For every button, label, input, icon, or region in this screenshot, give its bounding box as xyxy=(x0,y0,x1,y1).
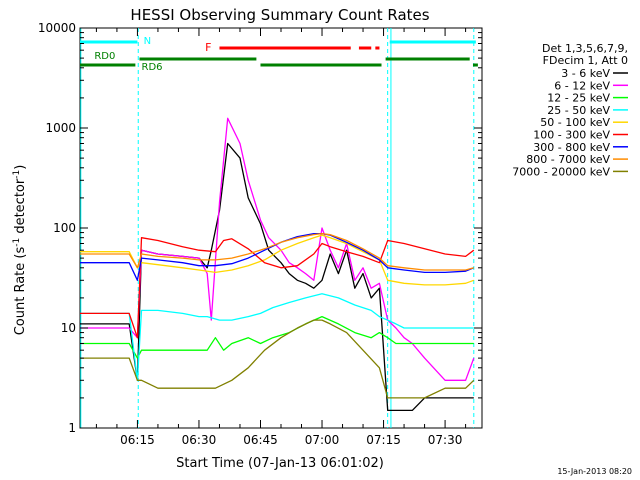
series-line-1 xyxy=(80,117,475,381)
plot-border xyxy=(79,27,483,429)
legend-entry-label: 100 - 300 keV xyxy=(533,129,610,142)
series-line-4 xyxy=(80,234,475,286)
x-tick-label: 07:15 xyxy=(366,433,401,447)
x-tick-label: 06:45 xyxy=(243,433,278,447)
y-tick-label: 1000 xyxy=(45,121,76,135)
night-label: N xyxy=(144,36,151,47)
legend-entry-label: 25 - 50 keV xyxy=(547,104,610,117)
legend-header-line: Det 1,3,5,6,7,9, xyxy=(542,42,628,55)
series-line-8 xyxy=(80,319,475,399)
legend-entry-label: 50 - 100 keV xyxy=(540,116,610,129)
y-tick-label: 10000 xyxy=(38,21,76,35)
legend-entry-label: 12 - 25 keV xyxy=(547,92,610,105)
axes: 1 10 100 1000 10000 06:15 06:30 06:45 07:00 07:15… xyxy=(38,21,482,447)
rd6-label: RD6 xyxy=(142,62,163,73)
legend-entry-label: 300 - 800 keV xyxy=(533,141,610,154)
series-line-5 xyxy=(80,237,475,339)
legend-entry-label: 800 - 7000 keV xyxy=(526,153,610,166)
legend-entry-label: 6 - 12 keV xyxy=(554,79,610,92)
time-interval-bars: N F RD0 RD6 xyxy=(80,28,478,428)
legend-entry-label: 3 - 6 keV xyxy=(561,67,610,80)
series-line-7 xyxy=(80,232,474,271)
y-tick-label: 10 xyxy=(61,321,76,335)
footer-date: 15-Jan-2013 08:20 xyxy=(557,467,632,476)
series-line-2 xyxy=(80,315,474,359)
rd0-label: RD0 xyxy=(94,51,115,62)
y-tick-label: 1 xyxy=(68,421,76,435)
series-line-6 xyxy=(80,232,475,281)
x-tick-label: 07:30 xyxy=(428,433,463,447)
x-tick-label: 07:00 xyxy=(305,433,340,447)
y-axis-label: Count Rate (s-1 detector-1) xyxy=(12,165,28,336)
x-axis-label: Start Time (07-Jan-13 06:01:02) xyxy=(176,456,384,471)
legend-header-line: FDecim 1, Att 0 xyxy=(543,54,628,67)
x-tick-label: 06:15 xyxy=(120,433,155,447)
legend-entry-label: 7000 - 20000 keV xyxy=(512,165,610,178)
series-line-3 xyxy=(80,293,474,381)
chart-title: HESSI Observing Summary Count Rates xyxy=(130,6,429,24)
flare-label: F xyxy=(205,41,211,54)
y-tick-label: 100 xyxy=(53,221,76,235)
series-lines xyxy=(80,117,475,412)
series-line-0 xyxy=(80,142,474,412)
legend: Det 1,3,5,6,7,9,FDecim 1, Att 03 - 6 keV… xyxy=(512,42,628,178)
plot-frame xyxy=(79,27,483,429)
x-tick-label: 06:30 xyxy=(182,433,217,447)
